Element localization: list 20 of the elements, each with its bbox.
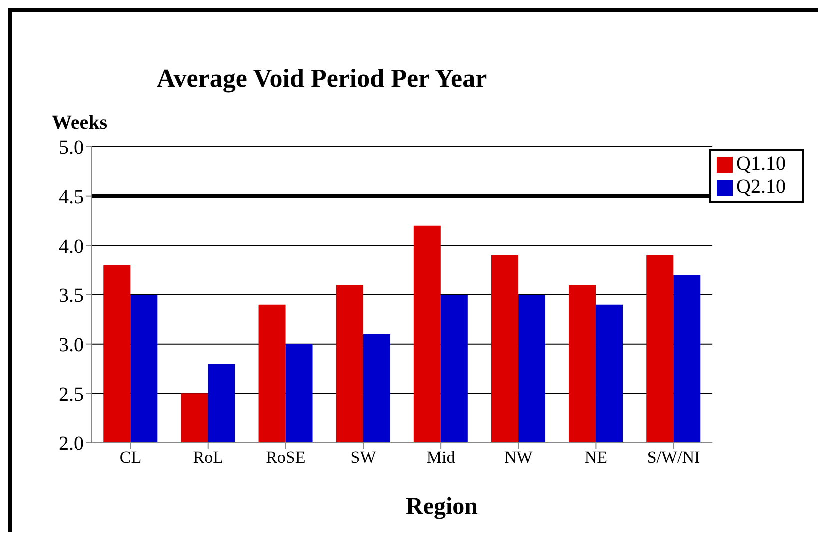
y-tick-label: 5.0 bbox=[59, 137, 84, 160]
x-tick-label: CL bbox=[120, 448, 142, 468]
chart-title: Average Void Period Per Year bbox=[156, 64, 488, 94]
legend-label: Q1.10 bbox=[736, 153, 786, 175]
y-tick-label: 3.0 bbox=[59, 334, 84, 356]
x-tick-label: Mid bbox=[426, 448, 456, 468]
x-tick-label: S/W/NI bbox=[647, 448, 701, 468]
x-tick-label: SW bbox=[350, 448, 378, 468]
y-tick-label: 4.0 bbox=[59, 236, 84, 258]
x-tick-label: NE bbox=[584, 448, 608, 468]
x-tick-label: NW bbox=[504, 448, 534, 468]
x-axis-title: Region bbox=[405, 494, 479, 521]
x-tick-label: RoSE bbox=[266, 448, 306, 468]
y-tick-label: 2.5 bbox=[59, 384, 84, 406]
y-axis-title: Weeks bbox=[52, 112, 108, 135]
y-tick-label: 2.0 bbox=[59, 433, 84, 456]
x-tick-label: RoL bbox=[193, 448, 224, 468]
y-tick-label: 4.5 bbox=[59, 186, 84, 208]
y-tick-label: 3.5 bbox=[59, 285, 84, 308]
legend-label: Q2.10 bbox=[736, 176, 786, 198]
